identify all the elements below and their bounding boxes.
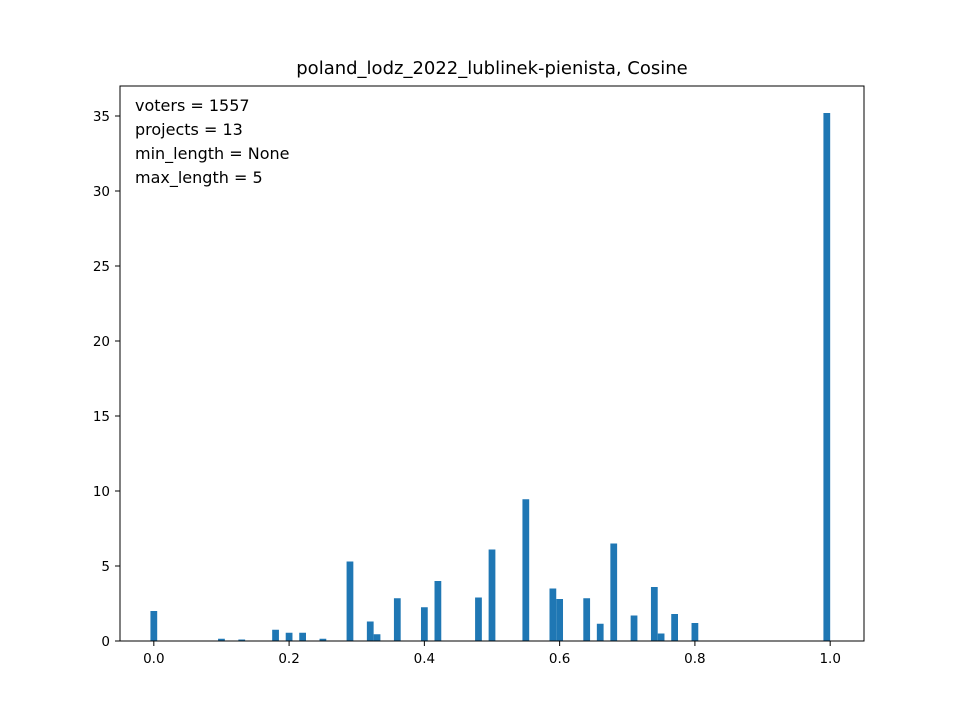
x-tick-label: 0.8 [684, 651, 705, 667]
histogram-bar [488, 549, 496, 641]
histogram-bar [434, 581, 442, 641]
x-tick-label: 0.2 [278, 651, 299, 667]
y-tick-label: 15 [93, 409, 110, 425]
histogram-bar [319, 638, 327, 641]
histogram-bar [610, 543, 618, 641]
histogram-bar [657, 633, 665, 641]
y-tick-label: 35 [93, 109, 110, 125]
x-tick-label: 0.0 [143, 651, 164, 667]
histogram-bar [150, 611, 158, 641]
histogram-bar [373, 634, 381, 641]
histogram-bar [475, 597, 482, 641]
plot-frame [119, 85, 865, 642]
y-tick-label: 20 [93, 334, 110, 350]
x-tick-label: 0.6 [549, 651, 570, 667]
histogram-bar [346, 561, 354, 641]
axes-layer: 0.0 0.2 0.4 0.6 0.8 1.0 0 5 10 15 20 25 30 35 [93, 85, 865, 667]
y-tick-label: 0 [101, 634, 110, 650]
histogram-bar [556, 599, 564, 641]
histogram-bar [285, 632, 293, 641]
annotation-line: min_length = None [135, 144, 290, 164]
histogram-bar [671, 614, 678, 641]
histogram-bar [650, 587, 658, 641]
histogram-bar [583, 598, 591, 641]
y-tick-label: 30 [93, 184, 110, 200]
x-tick-label: 0.4 [414, 651, 435, 667]
annotation-line: max_length = 5 [135, 168, 263, 188]
y-tick-label: 25 [93, 259, 110, 275]
histogram-bar [366, 621, 374, 641]
y-tick-label: 10 [93, 484, 110, 500]
histogram-bar [272, 629, 279, 641]
annotation-line: projects = 13 [135, 120, 243, 139]
histogram-bar [420, 607, 428, 641]
histogram-bar [238, 639, 246, 641]
histogram-bar [691, 623, 699, 641]
bars-layer [150, 113, 831, 641]
histogram-bar [522, 499, 530, 641]
annotation-line: voters = 1557 [135, 96, 250, 115]
y-tick-label: 5 [101, 559, 110, 575]
histogram-bar [299, 632, 306, 641]
histogram-bar [393, 598, 401, 641]
histogram-bar [549, 588, 557, 641]
histogram-bar [596, 623, 604, 641]
x-tick-label: 1.0 [819, 651, 840, 667]
histogram-bar [630, 615, 638, 641]
histogram-bar [218, 638, 225, 641]
chart-title: poland_lodz_2022_lublinek-pienista, Cosi… [296, 58, 688, 79]
annotation-box: voters = 1557 projects = 13 min_length = N… [135, 96, 290, 188]
histogram-bar [823, 113, 831, 641]
